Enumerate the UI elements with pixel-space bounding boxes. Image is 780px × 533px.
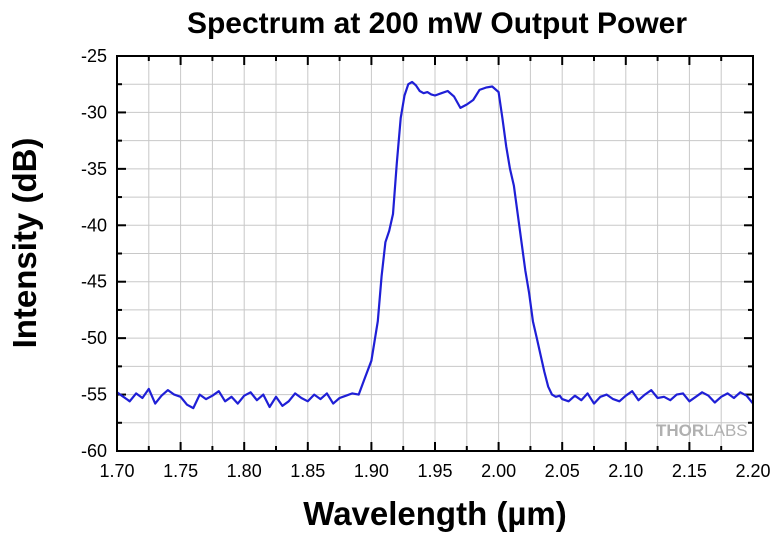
y-tick-label: -40 [81, 215, 107, 235]
x-axis-label: Wavelength (µm) [303, 495, 566, 532]
y-tick-label: -55 [81, 385, 107, 405]
x-tick-label: 2.10 [608, 461, 643, 481]
y-tick-label: -30 [81, 102, 107, 122]
y-tick-label: -45 [81, 272, 107, 292]
grid-lines [116, 55, 754, 452]
y-axis-label: Intensity (dB) [6, 138, 43, 349]
x-tick-label: 1.70 [99, 461, 134, 481]
y-tick-label: -60 [81, 441, 107, 461]
plot-frame [116, 55, 754, 452]
x-tick-label: 1.75 [163, 461, 198, 481]
chart-title: Spectrum at 200 mW Output Power [187, 7, 687, 40]
x-tick-label: 2.20 [735, 461, 770, 481]
spectrum-series-line [116, 80, 754, 410]
watermark-labs: LABS [704, 421, 747, 440]
y-tick-label: -35 [81, 159, 107, 179]
x-tick-labels: 1.70 1.75 1.80 1.85 1.90 1.95 2.00 2.05 2.10 2.15… [99, 461, 770, 481]
x-tick-label: 2.05 [545, 461, 580, 481]
x-tick-label: 2.00 [481, 461, 516, 481]
x-tick-label: 1.95 [417, 461, 452, 481]
watermark-logo: THORLABS [656, 421, 748, 440]
y-tick-label: -50 [81, 328, 107, 348]
y-tick-labels: -25 -30 -35 -40 -45 -50 -55 -60 [81, 46, 107, 461]
x-tick-label: 2.15 [672, 461, 707, 481]
watermark-thor: THOR [656, 421, 704, 440]
x-tick-label: 1.80 [227, 461, 262, 481]
x-tick-label: 1.90 [354, 461, 389, 481]
x-tick-label: 1.85 [290, 461, 325, 481]
y-tick-label: -25 [81, 46, 107, 66]
